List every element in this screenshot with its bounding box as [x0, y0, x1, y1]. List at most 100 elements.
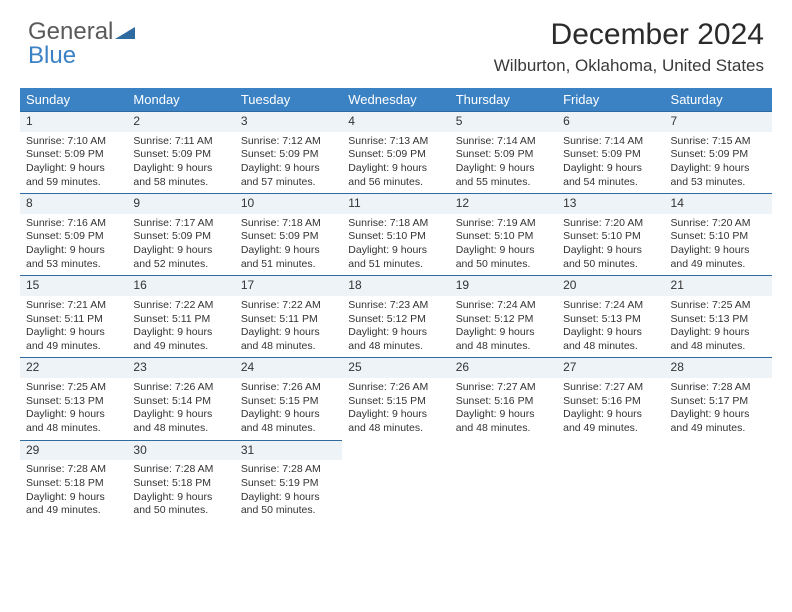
sunset-text: Sunset: 5:12 PM [348, 313, 443, 327]
daylight-line1: Daylight: 9 hours [671, 244, 766, 258]
daylight-line2: and 50 minutes. [456, 258, 551, 272]
day-number: 22 [20, 357, 127, 378]
sunset-text: Sunset: 5:13 PM [26, 395, 121, 409]
day-body: Sunrise: 7:26 AMSunset: 5:14 PMDaylight:… [127, 378, 234, 440]
day-number: 24 [235, 357, 342, 378]
daylight-line1: Daylight: 9 hours [241, 408, 336, 422]
sunrise-text: Sunrise: 7:28 AM [241, 463, 336, 477]
day-number: 28 [665, 357, 772, 378]
day-body: Sunrise: 7:20 AMSunset: 5:10 PMDaylight:… [665, 214, 772, 276]
weekday-header: Saturday [665, 88, 772, 111]
sunset-text: Sunset: 5:14 PM [133, 395, 228, 409]
sunrise-text: Sunrise: 7:28 AM [671, 381, 766, 395]
day-number: 13 [557, 193, 664, 214]
day-body: Sunrise: 7:14 AMSunset: 5:09 PMDaylight:… [450, 132, 557, 194]
daylight-line1: Daylight: 9 hours [133, 408, 228, 422]
daylight-line1: Daylight: 9 hours [26, 162, 121, 176]
daylight-line1: Daylight: 9 hours [671, 408, 766, 422]
day-body: Sunrise: 7:24 AMSunset: 5:12 PMDaylight:… [450, 296, 557, 358]
day-body: Sunrise: 7:15 AMSunset: 5:09 PMDaylight:… [665, 132, 772, 194]
sunset-text: Sunset: 5:09 PM [26, 148, 121, 162]
calendar-cell: 5Sunrise: 7:14 AMSunset: 5:09 PMDaylight… [450, 111, 557, 193]
sunset-text: Sunset: 5:11 PM [133, 313, 228, 327]
calendar-cell: 15Sunrise: 7:21 AMSunset: 5:11 PMDayligh… [20, 275, 127, 357]
calendar-cell: 30Sunrise: 7:28 AMSunset: 5:18 PMDayligh… [127, 440, 234, 522]
sunset-text: Sunset: 5:16 PM [563, 395, 658, 409]
sunrise-text: Sunrise: 7:27 AM [563, 381, 658, 395]
calendar-cell: 24Sunrise: 7:26 AMSunset: 5:15 PMDayligh… [235, 357, 342, 439]
sunrise-text: Sunrise: 7:25 AM [26, 381, 121, 395]
sunset-text: Sunset: 5:10 PM [563, 230, 658, 244]
calendar-cell: 4Sunrise: 7:13 AMSunset: 5:09 PMDaylight… [342, 111, 449, 193]
logo: General Blue [28, 20, 135, 68]
day-body: Sunrise: 7:28 AMSunset: 5:18 PMDaylight:… [127, 460, 234, 522]
daylight-line1: Daylight: 9 hours [26, 491, 121, 505]
daylight-line1: Daylight: 9 hours [563, 408, 658, 422]
calendar-cell: 11Sunrise: 7:18 AMSunset: 5:10 PMDayligh… [342, 193, 449, 275]
day-body: Sunrise: 7:18 AMSunset: 5:10 PMDaylight:… [342, 214, 449, 276]
sunrise-text: Sunrise: 7:19 AM [456, 217, 551, 231]
day-body: Sunrise: 7:12 AMSunset: 5:09 PMDaylight:… [235, 132, 342, 194]
daylight-line1: Daylight: 9 hours [26, 244, 121, 258]
calendar-cell [665, 440, 772, 522]
daylight-line1: Daylight: 9 hours [26, 326, 121, 340]
day-number: 25 [342, 357, 449, 378]
daylight-line2: and 51 minutes. [348, 258, 443, 272]
calendar-cell: 13Sunrise: 7:20 AMSunset: 5:10 PMDayligh… [557, 193, 664, 275]
sunset-text: Sunset: 5:09 PM [563, 148, 658, 162]
calendar-cell: 8Sunrise: 7:16 AMSunset: 5:09 PMDaylight… [20, 193, 127, 275]
calendar-row: 22 Sunrise: 7:25 AMSunset: 5:13 PM Dayligh… [20, 357, 772, 439]
day-number: 15 [20, 275, 127, 296]
sunset-text: Sunset: 5:09 PM [241, 148, 336, 162]
sunrise-text: Sunrise: 7:23 AM [348, 299, 443, 313]
calendar-cell: 20Sunrise: 7:24 AMSunset: 5:13 PMDayligh… [557, 275, 664, 357]
daylight-line2: and 54 minutes. [563, 176, 658, 190]
day-body: Sunrise: 7:14 AMSunset: 5:09 PMDaylight:… [557, 132, 664, 194]
calendar-cell: 18Sunrise: 7:23 AMSunset: 5:12 PMDayligh… [342, 275, 449, 357]
day-number: 1 [20, 111, 127, 132]
sunset-text: Sunset: 5:09 PM [133, 148, 228, 162]
day-body: Sunrise: 7:24 AMSunset: 5:13 PMDaylight:… [557, 296, 664, 358]
sunrise-text: Sunrise: 7:26 AM [348, 381, 443, 395]
day-number: 11 [342, 193, 449, 214]
day-body: Sunrise: 7:13 AMSunset: 5:09 PMDaylight:… [342, 132, 449, 194]
sunrise-text: Sunrise: 7:24 AM [563, 299, 658, 313]
logo-text-blue: Blue [28, 42, 76, 69]
day-number: 9 [127, 193, 234, 214]
day-number: 5 [450, 111, 557, 132]
day-number: 23 [127, 357, 234, 378]
daylight-line2: and 48 minutes. [348, 340, 443, 354]
sunset-text: Sunset: 5:09 PM [133, 230, 228, 244]
sunset-text: Sunset: 5:10 PM [348, 230, 443, 244]
day-body: Sunrise: 7:27 AMSunset: 5:16 PMDaylight:… [450, 378, 557, 440]
sunrise-text: Sunrise: 7:26 AM [133, 381, 228, 395]
daylight-line2: and 48 minutes. [456, 340, 551, 354]
daylight-line2: and 48 minutes. [671, 340, 766, 354]
sunrise-text: Sunrise: 7:17 AM [133, 217, 228, 231]
daylight-line1: Daylight: 9 hours [348, 408, 443, 422]
daylight-line2: and 49 minutes. [26, 504, 121, 518]
daylight-line2: and 48 minutes. [456, 422, 551, 436]
day-number: 10 [235, 193, 342, 214]
daylight-line1: Daylight: 9 hours [241, 491, 336, 505]
sunrise-text: Sunrise: 7:18 AM [241, 217, 336, 231]
sunset-text: Sunset: 5:12 PM [456, 313, 551, 327]
daylight-line1: Daylight: 9 hours [348, 162, 443, 176]
sunrise-text: Sunrise: 7:16 AM [26, 217, 121, 231]
sunrise-text: Sunrise: 7:11 AM [133, 135, 228, 149]
daylight-line2: and 59 minutes. [26, 176, 121, 190]
calendar-row: 8 Sunrise: 7:16 AM Sunset: 5:09 PM Daylight… [20, 193, 772, 275]
daylight-line1: Daylight: 9 hours [241, 162, 336, 176]
sunset-text: Sunset: 5:11 PM [26, 313, 121, 327]
day-body: Sunrise: 7:11 AMSunset: 5:09 PMDaylight:… [127, 132, 234, 194]
day-number: 8 [20, 193, 127, 214]
daylight-line2: and 49 minutes. [133, 340, 228, 354]
day-number: 19 [450, 275, 557, 296]
calendar-cell: 19Sunrise: 7:24 AMSunset: 5:12 PMDayligh… [450, 275, 557, 357]
calendar-cell: 7Sunrise: 7:15 AMSunset: 5:09 PMDaylight… [665, 111, 772, 193]
daylight-line2: and 48 minutes. [348, 422, 443, 436]
daylight-line2: and 48 minutes. [241, 340, 336, 354]
calendar-cell: 9Sunrise: 7:17 AMSunset: 5:09 PMDaylight… [127, 193, 234, 275]
day-number: 6 [557, 111, 664, 132]
sunrise-text: Sunrise: 7:18 AM [348, 217, 443, 231]
